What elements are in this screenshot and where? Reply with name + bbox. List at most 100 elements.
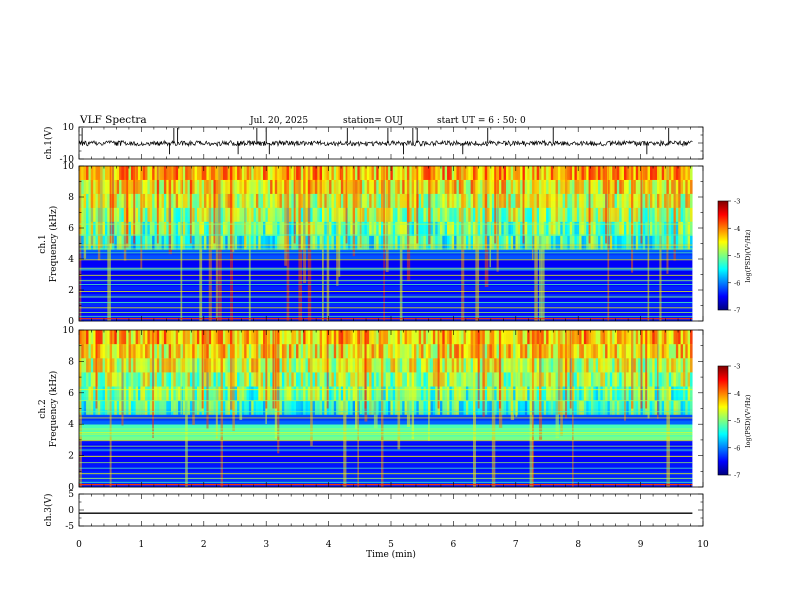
spectrogram-cell bbox=[298, 344, 301, 359]
spectrogram-cell bbox=[137, 330, 141, 345]
spectrogram-cell bbox=[432, 235, 436, 250]
spectrogram-cell bbox=[404, 221, 408, 236]
spectrogram-cell bbox=[222, 344, 226, 359]
spectrogram-cell bbox=[423, 330, 427, 345]
spectrogram-cell bbox=[281, 193, 285, 208]
spectrogram-cell bbox=[331, 330, 334, 345]
spectrogram-sferic bbox=[284, 166, 288, 266]
ch1-spectrogram-image bbox=[79, 166, 693, 322]
spectrogram-cell bbox=[246, 400, 250, 415]
spectrogram-cell bbox=[329, 166, 332, 180]
spectrogram-cell bbox=[430, 207, 434, 222]
spectrogram-cell bbox=[444, 358, 448, 373]
spectrogram-cell bbox=[253, 193, 257, 208]
spectrogram-cell bbox=[444, 235, 448, 250]
spectrogram-cell bbox=[263, 386, 266, 401]
spectrogram-cell bbox=[281, 179, 285, 194]
spectrogram-cell bbox=[414, 400, 417, 415]
spectrogram-cell bbox=[574, 179, 577, 194]
spectrogram-cell bbox=[100, 344, 103, 359]
spectrogram-cell bbox=[95, 193, 99, 208]
spectrogram-cell bbox=[288, 235, 292, 250]
spectrogram-cell bbox=[286, 330, 290, 345]
spectrogram-cell bbox=[576, 179, 580, 194]
spectrogram-cell bbox=[439, 344, 443, 359]
spectrogram-cell bbox=[621, 358, 625, 373]
spectrogram-cell bbox=[576, 358, 580, 373]
spectrogram-cell bbox=[690, 386, 693, 401]
spectrogram-cell bbox=[475, 344, 478, 359]
spectrogram-cell bbox=[421, 344, 424, 359]
spectrogram-cell bbox=[366, 358, 370, 373]
spectrogram-cell bbox=[388, 235, 391, 250]
spectrogram-cell bbox=[661, 372, 665, 387]
spectrogram-cell bbox=[598, 386, 601, 401]
spectrogram-cell bbox=[355, 166, 358, 180]
spectrogram-cell bbox=[222, 372, 226, 387]
spectrogram-cell bbox=[338, 358, 342, 373]
spectrogram-cell bbox=[376, 358, 379, 373]
spectrogram-cell bbox=[515, 193, 519, 208]
spectrogram-cell bbox=[682, 386, 686, 401]
spectrogram-cell bbox=[678, 179, 681, 194]
spectrogram-cell bbox=[395, 372, 398, 387]
spectrogram-cell bbox=[614, 400, 618, 415]
ch2-colorbar-tick-label: -6 bbox=[734, 444, 740, 452]
spectrogram-cell bbox=[442, 344, 445, 359]
spectrogram-cell bbox=[430, 193, 434, 208]
ch1-frequency-ylabel: Frequency (kHz) bbox=[48, 206, 59, 283]
spectrogram-cell bbox=[664, 221, 667, 236]
spectrogram-cell bbox=[350, 221, 353, 236]
spectrogram-cell bbox=[189, 330, 193, 345]
spectrogram-cell bbox=[260, 330, 264, 345]
spectrogram-cell bbox=[88, 372, 91, 387]
spectrogram-cell bbox=[668, 179, 672, 194]
spectrogram-cell bbox=[567, 193, 570, 208]
spectrogram-cell bbox=[546, 207, 549, 222]
spectrogram-cell bbox=[206, 193, 209, 208]
spectrogram-cell bbox=[225, 221, 228, 236]
spectrogram-cell bbox=[88, 344, 91, 359]
spectrogram-cell bbox=[196, 358, 200, 373]
spectrogram-sferic-strong bbox=[569, 330, 572, 409]
spectrogram-cell bbox=[270, 386, 273, 401]
spectrogram-cell bbox=[463, 193, 467, 208]
spectrogram-cell bbox=[581, 166, 585, 180]
spectrogram-cell bbox=[104, 235, 108, 250]
spectrogram-cell bbox=[595, 207, 599, 222]
spectrogram-cell bbox=[152, 207, 155, 222]
header-date: Jul. 20, 2025 bbox=[249, 116, 308, 126]
spectrogram-cell bbox=[508, 166, 511, 180]
spectrogram-cell bbox=[187, 358, 191, 373]
spectrogram-cell bbox=[652, 400, 655, 415]
spectrogram-cell bbox=[307, 386, 311, 401]
spectrogram-cell bbox=[430, 166, 434, 180]
spectrogram-cell bbox=[602, 166, 606, 180]
spectrogram-cell bbox=[652, 221, 655, 236]
spectrogram-cell bbox=[555, 166, 559, 180]
spectrogram-cell bbox=[142, 193, 146, 208]
spectrogram-cell bbox=[508, 344, 511, 359]
spectrogram-cell bbox=[600, 166, 603, 180]
spectrogram-cell bbox=[517, 166, 521, 180]
spectrogram-cell bbox=[123, 386, 127, 401]
spectrogram-cell bbox=[371, 330, 375, 345]
spectrogram-cell bbox=[524, 166, 528, 180]
spectrogram-cell bbox=[616, 400, 620, 415]
spectrogram-cell bbox=[673, 330, 677, 345]
spectrogram-cell bbox=[628, 235, 632, 250]
spectrogram-cell bbox=[312, 193, 316, 208]
spectrogram-cell bbox=[456, 207, 460, 222]
spectrogram-cell bbox=[173, 207, 176, 222]
x-tick-label: 2 bbox=[201, 540, 207, 550]
spectrogram-cell bbox=[541, 372, 544, 387]
ch2-colorbar-tick-label: -5 bbox=[734, 417, 740, 425]
spectrogram-cell bbox=[517, 235, 521, 250]
spectrogram-cell bbox=[390, 235, 393, 250]
spectrogram-cell bbox=[685, 386, 688, 401]
spectrogram-cell bbox=[619, 221, 622, 236]
spectrogram-cell bbox=[661, 235, 665, 250]
spectrogram-cell bbox=[378, 400, 382, 415]
spectrogram-cell bbox=[182, 166, 186, 180]
spectrogram-cell bbox=[609, 358, 613, 373]
